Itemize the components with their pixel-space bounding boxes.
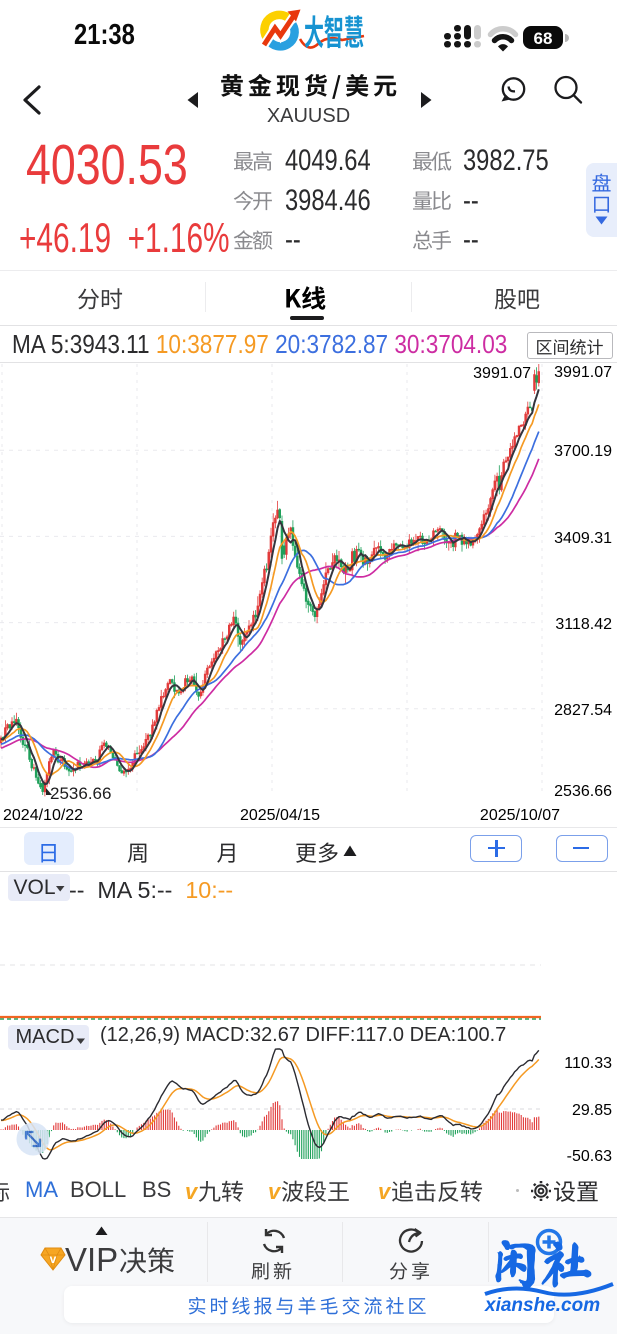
svg-text:2536.66: 2536.66 [554, 783, 612, 800]
svg-text:110.33: 110.33 [564, 1055, 612, 1072]
svg-text:3991.07: 3991.07 [473, 365, 531, 382]
svg-text:-50.63: -50.63 [567, 1148, 612, 1165]
svg-text:2536.66: 2536.66 [50, 784, 111, 803]
svg-text:2025/10/07: 2025/10/07 [480, 807, 560, 824]
svg-text:3700.19: 3700.19 [554, 443, 612, 460]
svg-text:3409.31: 3409.31 [554, 530, 612, 547]
svg-text:3991.07: 3991.07 [554, 364, 612, 381]
svg-text:3118.42: 3118.42 [555, 616, 612, 633]
svg-text:2025/04/15: 2025/04/15 [240, 807, 320, 824]
svg-text:2024/10/22: 2024/10/22 [3, 807, 83, 824]
svg-text:xianshe.com: xianshe.com [484, 1295, 600, 1316]
svg-text:68: 68 [534, 29, 553, 48]
svg-text:29.85: 29.85 [572, 1102, 612, 1119]
svg-text:v: v [50, 1252, 57, 1266]
svg-text:2827.54: 2827.54 [554, 702, 612, 719]
